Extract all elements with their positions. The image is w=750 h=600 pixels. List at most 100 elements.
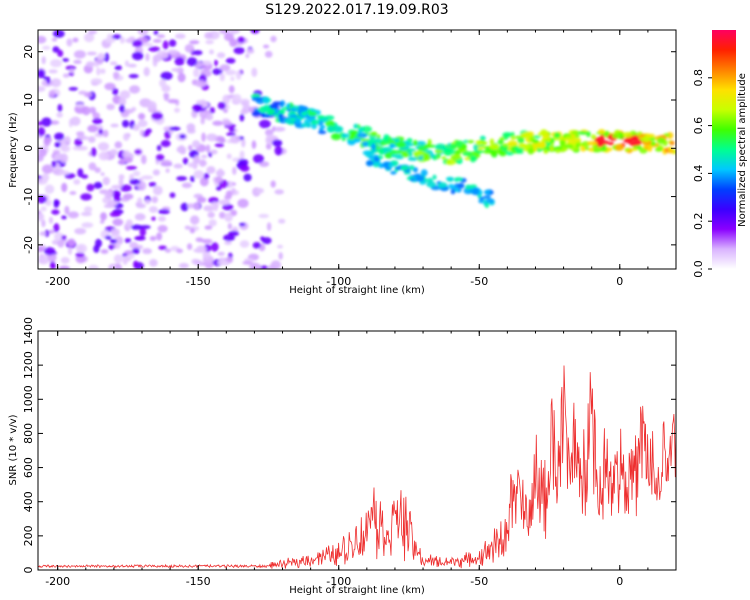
spectrogram-blob	[508, 143, 516, 147]
spectrogram-blob	[395, 141, 407, 148]
spectrogram-blob	[109, 211, 121, 217]
spectrogram-blob	[210, 242, 219, 252]
spectrogram-blob	[118, 97, 127, 107]
spectrogram-blob	[266, 134, 274, 139]
spectrogram-blob	[134, 149, 142, 155]
spectrogram-blob	[571, 137, 582, 143]
spectrogram-blob	[152, 39, 162, 43]
spectrogram-blob	[502, 143, 509, 147]
spectrogram-blob	[212, 68, 223, 75]
spectrogram-blob	[152, 54, 162, 62]
spectrogram-blob	[72, 37, 79, 43]
spectrogram-blob	[114, 65, 123, 71]
spectrogram-blob	[204, 32, 213, 39]
spectrogram-blob	[54, 232, 64, 241]
spectrogram-blob	[270, 180, 276, 188]
spectrogram-blob	[137, 197, 143, 205]
spectrogram-blob	[77, 145, 88, 151]
spectrogram-blob	[630, 148, 638, 151]
spectrogram-blob	[273, 126, 286, 132]
spectrogram-blob	[62, 58, 69, 62]
spectrogram-blob	[145, 128, 152, 134]
spectrogram-blob	[435, 143, 446, 151]
spectrogram-blob	[141, 175, 154, 180]
colorbar-tick-label: 0.6	[692, 117, 705, 135]
spectrogram-blob	[240, 101, 250, 107]
spectrogram-blob	[212, 120, 224, 126]
spectrogram-blob	[110, 123, 119, 128]
snr-y-axis-label: SNR (10 * v/v)	[8, 414, 19, 485]
spectrogram-blob	[514, 146, 524, 152]
spectrogram-blob	[60, 153, 68, 163]
spectrogram-blob	[73, 59, 82, 64]
spectrogram-blob	[517, 137, 525, 144]
spectrogram-blob	[56, 112, 63, 118]
spectrogram-blob	[229, 38, 238, 47]
spectrogram-blob	[61, 182, 68, 193]
spectrogram-blob	[137, 30, 149, 36]
spectrogram-blob	[85, 61, 95, 68]
spectrogram-blob	[159, 79, 167, 88]
spectrogram-blob	[130, 224, 143, 230]
spectrogram-blob	[111, 34, 122, 40]
spectrogram-blob	[176, 176, 188, 181]
spectrogram-blob	[168, 39, 177, 47]
spectrogram-blob	[49, 260, 56, 269]
spectrogram-blob	[394, 166, 402, 170]
spectrogram-blob	[217, 260, 229, 266]
spectrogram-blob	[182, 157, 189, 165]
spectrogram-blob	[75, 103, 85, 108]
spectrogram-blob	[614, 143, 624, 151]
spectrogram-blob	[473, 187, 477, 193]
y-tick-label: 400	[22, 491, 35, 512]
spectrogram-blob	[132, 51, 144, 61]
spectrogram-blob	[316, 115, 325, 119]
spectrogram-blob	[226, 132, 236, 137]
spectrogram-blob	[189, 227, 195, 234]
y-tick-label: 1200	[22, 351, 35, 379]
spectrogram-blob	[188, 144, 193, 151]
spectrogram-blob	[156, 34, 166, 39]
spectrogram-blob	[74, 138, 83, 147]
spectrogram-blob	[253, 108, 260, 112]
spectrogram-blob	[202, 60, 212, 66]
spectrogram-blob	[115, 242, 121, 250]
spectrogram-blob	[48, 229, 55, 234]
spectrogram-blob	[194, 259, 203, 266]
spectrogram-blob	[129, 241, 139, 249]
spectrogram-blob	[461, 143, 467, 149]
spectrogram-blob	[88, 162, 97, 171]
spectrogram-blob	[176, 248, 184, 254]
spectrogram-blob	[114, 141, 123, 149]
colorbar-label: Normalized spectral amplitude	[737, 73, 748, 227]
spectrogram-blob	[484, 189, 491, 195]
spectrogram-blob	[151, 216, 156, 221]
spectrogram-blob	[104, 235, 112, 240]
spectrogram-blob	[88, 136, 96, 143]
spectrogram-blob	[217, 251, 225, 256]
spectrogram-blob	[232, 93, 242, 104]
spectrogram-blob	[179, 134, 187, 139]
spectrogram-blob	[64, 136, 71, 145]
spectrogram-blob	[255, 187, 264, 194]
spectrogram-blob	[241, 138, 246, 148]
spectrogram-blob	[231, 187, 236, 194]
spectrogram-blob	[38, 35, 47, 44]
spectrogram-blob	[90, 78, 103, 85]
spectrogram-blob	[227, 223, 233, 230]
spectrogram-blob	[67, 238, 76, 247]
spectrogram-blob	[591, 134, 596, 140]
spectrogram-blob	[38, 127, 46, 137]
spectrogram-blob	[196, 196, 207, 203]
spectrogram-blob	[353, 123, 359, 129]
spectrogram-blob	[237, 158, 249, 167]
spectrogram-blob	[48, 69, 58, 74]
spectrogram-blob	[118, 174, 125, 180]
spectrogram-blob	[199, 159, 207, 167]
spectrogram-blob	[52, 46, 60, 53]
spectrogram-blob	[554, 146, 563, 150]
spectrogram-blob	[270, 260, 282, 269]
spectrogram-blob	[174, 57, 185, 66]
spectrogram-blob	[165, 168, 170, 173]
